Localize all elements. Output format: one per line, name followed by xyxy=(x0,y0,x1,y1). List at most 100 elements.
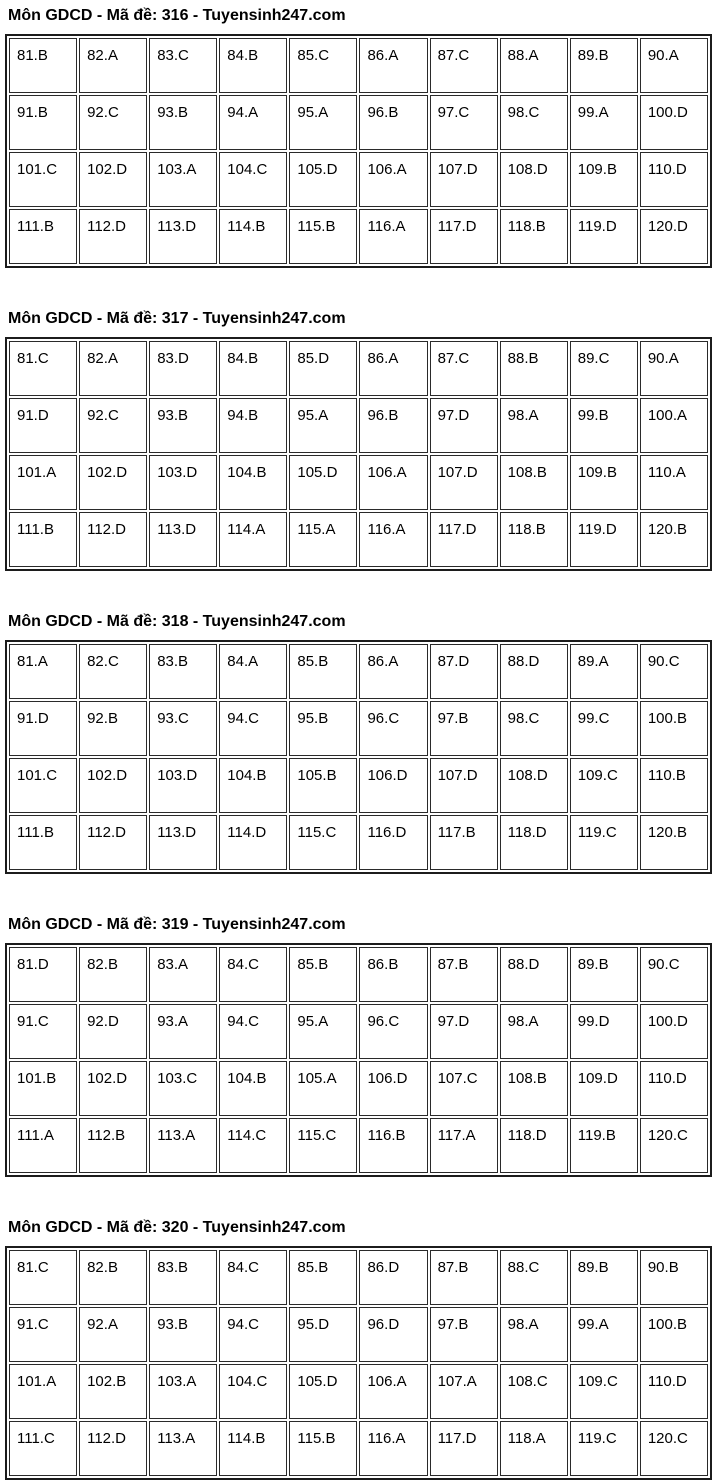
answer-cell: 102.D xyxy=(79,152,148,207)
answer-cell: 82.B xyxy=(79,947,148,1002)
answer-cell: 110.D xyxy=(639,1061,708,1116)
answer-table-body: 81.B 82.A 83.C 84.B 85.C 86.A 87.C 88.A 89.B 90.A… xyxy=(9,38,708,264)
answer-cell: 104.C xyxy=(219,1364,288,1419)
answer-cell: 83.B xyxy=(149,644,218,699)
answer-cell: 97.D xyxy=(429,1004,498,1059)
table-row: 101.C 102.D 103.A 104.C 105.D 106.A 107.D 108.D… xyxy=(9,152,708,207)
answer-cell: 92.C xyxy=(79,398,148,453)
answer-cell: 113.D xyxy=(149,512,218,567)
answer-cell: 94.C xyxy=(219,701,288,756)
answer-cell: 84.C xyxy=(219,947,288,1002)
answer-cell: 106.D xyxy=(359,758,428,813)
answer-cell: 94.B xyxy=(219,398,288,453)
answer-cell: 96.C xyxy=(359,701,428,756)
answer-cell: 101.B xyxy=(9,1061,78,1116)
answer-cell: 81.C xyxy=(9,1250,78,1305)
answer-cell: 95.D xyxy=(289,1307,358,1362)
answer-cell: 97.C xyxy=(429,95,498,150)
table-row: 111.A 112.B 113.A 114.C 115.C 116.B 117.A 118.D… xyxy=(9,1118,708,1173)
answer-cell: 83.B xyxy=(149,1250,218,1305)
answer-cell: 98.C xyxy=(499,95,568,150)
answer-cell: 109.B xyxy=(569,152,638,207)
answer-cell: 107.A xyxy=(429,1364,498,1419)
answer-sections: Môn GDCD - Mã đề: 316 - Tuyensinh247.com… xyxy=(5,6,712,1480)
answer-cell: 116.D xyxy=(359,815,428,870)
answer-cell: 96.B xyxy=(359,95,428,150)
answer-cell: 116.A xyxy=(359,1421,428,1476)
answer-cell: 117.D xyxy=(429,209,498,264)
answer-cell: 92.A xyxy=(79,1307,148,1362)
answer-table-body: 81.C 82.B 83.B 84.C 85.B 86.D 87.B 88.C 89.B 90.B… xyxy=(9,1250,708,1476)
answer-cell: 104.B xyxy=(219,758,288,813)
answer-cell: 89.B xyxy=(569,38,638,93)
answer-section: Môn GDCD - Mã đề: 319 - Tuyensinh247.com… xyxy=(5,915,712,1177)
answer-cell: 107.D xyxy=(429,758,498,813)
answer-section: Môn GDCD - Mã đề: 318 - Tuyensinh247.com… xyxy=(5,612,712,874)
answer-cell: 91.C xyxy=(9,1004,78,1059)
answer-section: Môn GDCD - Mã đề: 320 - Tuyensinh247.com… xyxy=(5,1218,712,1480)
answer-cell: 112.D xyxy=(79,815,148,870)
table-row: 101.C 102.D 103.D 104.B 105.B 106.D 107.D 108.D… xyxy=(9,758,708,813)
answer-cell: 84.B xyxy=(219,38,288,93)
answer-cell: 95.A xyxy=(289,398,358,453)
answer-cell: 97.D xyxy=(429,398,498,453)
answer-cell: 81.A xyxy=(9,644,78,699)
answer-cell: 100.B xyxy=(639,1307,708,1362)
answer-cell: 85.B xyxy=(289,947,358,1002)
answer-cell: 90.A xyxy=(639,38,708,93)
answer-cell: 91.C xyxy=(9,1307,78,1362)
answer-cell: 81.D xyxy=(9,947,78,1002)
answer-cell: 91.D xyxy=(9,398,78,453)
answer-cell: 109.B xyxy=(569,455,638,510)
answer-cell: 108.C xyxy=(499,1364,568,1419)
answer-cell: 95.B xyxy=(289,701,358,756)
answer-cell: 86.A xyxy=(359,38,428,93)
answer-cell: 111.B xyxy=(9,512,78,567)
table-row: 91.D 92.B 93.C 94.C 95.B 96.C 97.B 98.C 99.C 100.… xyxy=(9,701,708,756)
answer-cell: 104.B xyxy=(219,1061,288,1116)
answer-cell: 87.B xyxy=(429,947,498,1002)
answer-cell: 106.A xyxy=(359,152,428,207)
answer-cell: 100.D xyxy=(639,95,708,150)
answer-cell: 115.C xyxy=(289,1118,358,1173)
answer-cell: 111.B xyxy=(9,815,78,870)
answer-cell: 112.D xyxy=(79,512,148,567)
answer-cell: 96.B xyxy=(359,398,428,453)
answer-cell: 113.D xyxy=(149,209,218,264)
answer-cell: 118.B xyxy=(499,209,568,264)
answer-cell: 107.D xyxy=(429,152,498,207)
answer-cell: 106.D xyxy=(359,1061,428,1116)
answer-cell: 114.A xyxy=(219,512,288,567)
answer-cell: 108.D xyxy=(499,152,568,207)
answer-cell: 85.D xyxy=(289,341,358,396)
answer-cell: 103.D xyxy=(149,455,218,510)
table-row: 111.B 112.D 113.D 114.B 115.B 116.A 117.D 118.B… xyxy=(9,209,708,264)
answer-cell: 118.B xyxy=(499,512,568,567)
answer-cell: 113.A xyxy=(149,1421,218,1476)
answer-cell: 88.C xyxy=(499,1250,568,1305)
answer-cell: 83.C xyxy=(149,38,218,93)
answer-cell: 92.B xyxy=(79,701,148,756)
answer-cell: 86.D xyxy=(359,1250,428,1305)
answer-cell: 88.A xyxy=(499,38,568,93)
answer-cell: 119.B xyxy=(569,1118,638,1173)
answer-table-body: 81.A 82.C 83.B 84.A 85.B 86.A 87.D 88.D 89.A 90.C… xyxy=(9,644,708,870)
answer-cell: 110.A xyxy=(639,455,708,510)
answer-cell: 102.D xyxy=(79,455,148,510)
answer-cell: 105.D xyxy=(289,152,358,207)
answer-cell: 84.C xyxy=(219,1250,288,1305)
answer-cell: 89.B xyxy=(569,947,638,1002)
answer-cell: 116.A xyxy=(359,512,428,567)
answer-cell: 102.D xyxy=(79,1061,148,1116)
answer-cell: 96.D xyxy=(359,1307,428,1362)
answer-cell: 99.D xyxy=(569,1004,638,1059)
answer-cell: 109.D xyxy=(569,1061,638,1116)
answer-key-page: Môn GDCD - Mã đề: 316 - Tuyensinh247.com… xyxy=(0,6,716,1483)
answer-section: Môn GDCD - Mã đề: 316 - Tuyensinh247.com… xyxy=(5,6,712,268)
answer-cell: 108.B xyxy=(499,1061,568,1116)
answer-cell: 82.C xyxy=(79,644,148,699)
answer-cell: 111.B xyxy=(9,209,78,264)
answer-cell: 110.B xyxy=(639,758,708,813)
answer-cell: 102.D xyxy=(79,758,148,813)
answer-cell: 101.A xyxy=(9,455,78,510)
